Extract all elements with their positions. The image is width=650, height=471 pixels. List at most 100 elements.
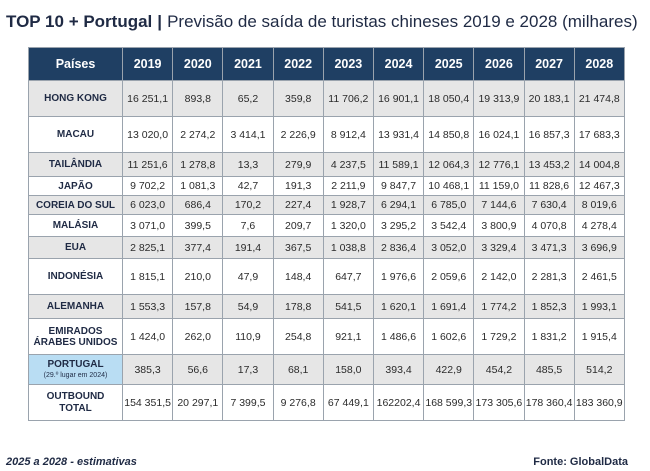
value-cell: 12 776,1	[473, 152, 525, 177]
value-cell: 7 399,5	[222, 384, 274, 421]
country-cell: MACAU	[28, 116, 123, 153]
value-cell: 16 024,1	[473, 116, 525, 153]
value-cell: 13 453,2	[523, 152, 575, 177]
value-cell: 2 836,4	[372, 236, 425, 259]
value-cell: 11 828,6	[523, 176, 575, 196]
value-cell: 1 774,2	[473, 294, 525, 319]
title-separator: |	[157, 12, 163, 31]
value-cell: 541,5	[322, 294, 374, 319]
header-year-2020: 2020	[172, 47, 224, 81]
value-cell: 279,9	[272, 152, 324, 177]
country-cell: MALÁSIA	[28, 214, 123, 237]
value-cell: 68,1	[272, 354, 324, 385]
country-cell: JAPÃO	[28, 176, 123, 196]
table-row: MACAU 13 020,0 2 274,2 3 414,1 2 226,9 8 912,…	[28, 116, 625, 153]
value-cell: 154 351,5	[121, 384, 174, 421]
value-cell: 227,4	[272, 195, 324, 215]
country-cell: ALEMANHA	[28, 294, 123, 319]
value-cell: 1 553,3	[121, 294, 174, 319]
country-cell: HONG KONG	[28, 80, 123, 117]
value-cell: 191,3	[272, 176, 324, 196]
value-cell: 377,4	[172, 236, 224, 259]
title-bold: TOP 10 + Portugal	[6, 12, 153, 31]
header-paises: Países	[28, 47, 123, 81]
value-cell: 209,7	[272, 214, 324, 237]
value-cell: 14 850,8	[423, 116, 475, 153]
value-cell: 3 542,4	[423, 214, 475, 237]
value-cell: 13,3	[222, 152, 274, 177]
value-cell: 1 928,7	[322, 195, 374, 215]
value-cell: 170,2	[222, 195, 274, 215]
value-cell: 3 414,1	[222, 116, 274, 153]
value-cell: 2 142,0	[473, 258, 525, 295]
value-cell: 422,9	[423, 354, 475, 385]
value-cell: 1 852,3	[523, 294, 575, 319]
value-cell: 13 020,0	[121, 116, 174, 153]
value-cell: 18 050,4	[423, 80, 475, 117]
value-cell: 2 825,1	[121, 236, 174, 259]
value-cell: 210,0	[172, 258, 224, 295]
value-cell: 9 702,2	[121, 176, 174, 196]
value-cell: 11 251,6	[121, 152, 174, 177]
portugal-row: PORTUGAL (29.º lugar em 2024) 385,3 56,6 17,…	[28, 354, 625, 385]
value-cell: 2 274,2	[172, 116, 224, 153]
value-cell: 1 691,4	[423, 294, 475, 319]
value-cell: 2 226,9	[272, 116, 324, 153]
value-cell: 3 471,3	[523, 236, 575, 259]
value-cell: 4 278,4	[573, 214, 625, 237]
value-cell: 2 281,3	[523, 258, 575, 295]
value-cell: 262,0	[172, 318, 224, 355]
value-cell: 1 976,6	[372, 258, 425, 295]
value-cell: 12 467,3	[573, 176, 625, 196]
value-cell: 20 183,1	[523, 80, 575, 117]
table-row: JAPÃO 9 702,2 1 081,3 42,7 191,3 2 211,9 9 847…	[28, 176, 625, 196]
header-year-2028: 2028	[573, 47, 625, 81]
value-cell: 893,8	[172, 80, 224, 117]
table-header-row: Países 2019 2020 2021 2022 2023 2024 2025 2026 20…	[28, 47, 625, 81]
outbound-total-row: OUTBOUND TOTAL 154 351,5 20 297,1 7 399,5 9 …	[28, 384, 625, 421]
value-cell: 647,7	[322, 258, 374, 295]
country-cell: INDONÉSIA	[28, 258, 123, 295]
country-cell: EUA	[28, 236, 123, 259]
table-row: INDONÉSIA 1 815,1 210,0 47,9 148,4 647,7 1 976…	[28, 258, 625, 295]
value-cell: 359,8	[272, 80, 324, 117]
value-cell: 686,4	[172, 195, 224, 215]
value-cell: 178 360,4	[523, 384, 575, 421]
value-cell: 6 294,1	[372, 195, 425, 215]
value-cell: 56,6	[172, 354, 224, 385]
value-cell: 1 278,8	[172, 152, 224, 177]
value-cell: 1 602,6	[423, 318, 475, 355]
value-cell: 14 004,8	[573, 152, 625, 177]
table-row: COREIA DO SUL 6 023,0 686,4 170,2 227,4 1 928…	[28, 195, 625, 215]
value-cell: 1 620,1	[372, 294, 425, 319]
value-cell: 2 059,6	[423, 258, 475, 295]
value-cell: 1 424,0	[121, 318, 174, 355]
value-cell: 385,3	[121, 354, 174, 385]
value-cell: 3 329,4	[473, 236, 525, 259]
value-cell: 514,2	[573, 354, 625, 385]
value-cell: 1 915,4	[573, 318, 625, 355]
value-cell: 162202,4	[372, 384, 425, 421]
value-cell: 11 589,1	[372, 152, 425, 177]
value-cell: 8 912,4	[322, 116, 374, 153]
value-cell: 12 064,3	[423, 152, 475, 177]
value-cell: 6 785,0	[423, 195, 475, 215]
header-year-2027: 2027	[523, 47, 575, 81]
portugal-name: PORTUGAL	[47, 358, 104, 370]
value-cell: 7,6	[222, 214, 274, 237]
country-cell: COREIA DO SUL	[28, 195, 123, 215]
value-cell: 16 857,3	[523, 116, 575, 153]
value-cell: 367,5	[272, 236, 324, 259]
header-year-2026: 2026	[473, 47, 525, 81]
value-cell: 16 251,1	[121, 80, 174, 117]
value-cell: 157,8	[172, 294, 224, 319]
value-cell: 1 831,2	[523, 318, 575, 355]
title-rest: Previsão de saída de turistas chineses 2…	[167, 12, 638, 31]
value-cell: 1 815,1	[121, 258, 174, 295]
value-cell: 1 320,0	[322, 214, 374, 237]
value-cell: 1 729,2	[473, 318, 525, 355]
value-cell: 485,5	[523, 354, 575, 385]
table-row: ALEMANHA 1 553,3 157,8 54,9 178,8 541,5 1 620,…	[28, 294, 625, 319]
value-cell: 21 474,8	[573, 80, 625, 117]
value-cell: 158,0	[322, 354, 374, 385]
